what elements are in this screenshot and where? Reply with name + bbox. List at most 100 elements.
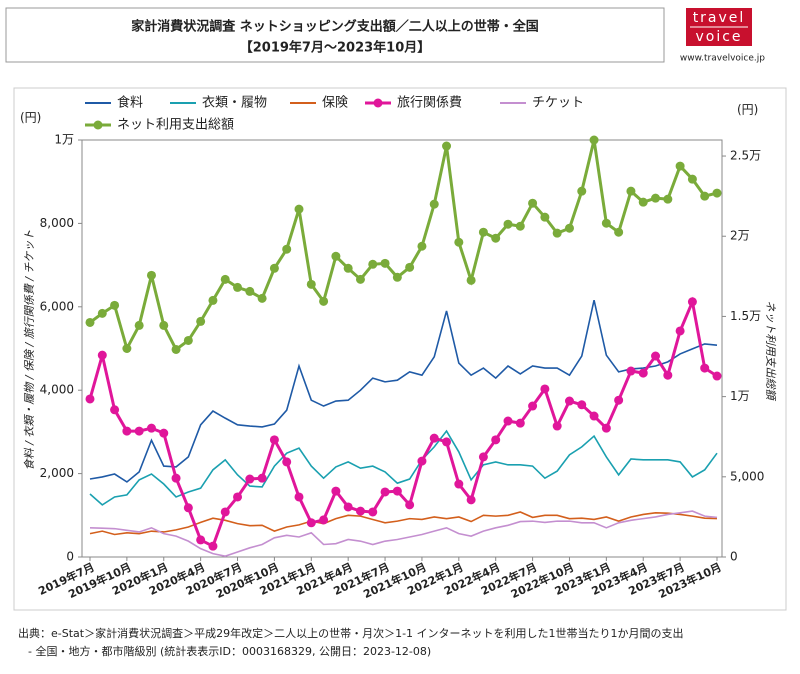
point (589, 135, 599, 145)
point (159, 428, 169, 438)
point (294, 204, 304, 214)
point (319, 296, 329, 306)
source-line-1: 出典：e-Stat＞家計消費状況調査＞平成29年改定＞二人以上の世帯・月次＞1-… (18, 626, 684, 640)
point (294, 492, 304, 502)
point (478, 452, 488, 462)
point (380, 258, 390, 268)
point (183, 503, 193, 513)
legend-marker (373, 98, 383, 108)
point (183, 335, 193, 345)
point (515, 221, 525, 231)
point (601, 423, 611, 433)
point (515, 418, 525, 428)
point (564, 396, 574, 406)
point (245, 286, 255, 296)
point (368, 259, 378, 269)
point (257, 473, 267, 483)
y2-axis-label: ネット利用支出総額 (764, 301, 777, 402)
point (540, 384, 550, 394)
point (331, 486, 341, 496)
y2-tick-label: 2.5万 (730, 149, 761, 163)
point (110, 405, 120, 415)
point (552, 421, 562, 431)
point (454, 237, 464, 247)
plot-area (81, 139, 723, 558)
point (687, 297, 697, 307)
y-tick-label: 6,000 (40, 299, 74, 313)
point (257, 293, 267, 303)
series-line (89, 510, 718, 557)
point (700, 363, 710, 373)
point (245, 474, 255, 484)
point (97, 350, 107, 360)
point (97, 308, 107, 318)
plot: 0 2,000 4,000 6,000 8,000 1万 0 5,000 1万 1.5万 2万 2.5… (36, 95, 764, 602)
logo-top: travel (693, 10, 746, 26)
y-tick-label: 2,000 (40, 466, 74, 480)
point (638, 368, 648, 378)
y-tick-label: 1万 (54, 133, 74, 147)
point (528, 401, 538, 411)
legend-marker (93, 120, 103, 130)
point (269, 263, 279, 273)
point (626, 366, 636, 376)
point (343, 502, 353, 512)
point (306, 518, 316, 528)
point (85, 394, 95, 404)
point (343, 263, 353, 273)
url: www.travelvoice.jp (680, 54, 765, 64)
point (405, 262, 415, 272)
series-line (89, 299, 718, 483)
point (196, 535, 206, 545)
y-tick-label: 0 (66, 550, 74, 564)
point (651, 193, 661, 203)
point (134, 426, 144, 436)
point (331, 251, 341, 261)
point (564, 223, 574, 233)
point (122, 344, 132, 353)
point (700, 191, 710, 201)
point (528, 198, 538, 208)
point (491, 435, 501, 445)
point (220, 507, 230, 517)
point (368, 507, 378, 517)
point (626, 186, 636, 196)
point (233, 492, 243, 502)
series-line (89, 139, 718, 353)
point (466, 275, 476, 285)
y2-tick-label: 5,000 (730, 469, 764, 483)
point (577, 400, 587, 410)
point (429, 433, 439, 443)
point (392, 486, 402, 496)
point (503, 416, 513, 426)
point (712, 188, 722, 198)
y2-tick-label: 1万 (730, 389, 750, 403)
point (540, 212, 550, 222)
point (122, 426, 132, 436)
point (466, 495, 476, 505)
point (552, 228, 562, 238)
point (110, 300, 120, 310)
point (134, 320, 144, 330)
source-line-2: - 全国・地方・都市階級別 (統計表表示ID：0003168329, 公開日：2… (28, 644, 431, 658)
point (355, 274, 365, 284)
chart-frame (13, 87, 787, 611)
point (392, 272, 402, 282)
title-box (5, 7, 665, 63)
point (663, 194, 673, 204)
point (146, 423, 156, 433)
legend-label: ネット利用支出総額 (117, 118, 234, 133)
point (171, 473, 181, 483)
subtitle: 【2019年7月～2023年10月】 (240, 40, 431, 56)
point (146, 270, 156, 280)
y-tick-label: 4,000 (40, 383, 74, 397)
point (282, 244, 292, 254)
point (417, 241, 427, 251)
point (159, 320, 169, 330)
point (442, 141, 452, 151)
point (478, 227, 488, 237)
point (601, 218, 611, 228)
point (638, 197, 648, 207)
point (589, 411, 599, 421)
point (208, 295, 218, 305)
